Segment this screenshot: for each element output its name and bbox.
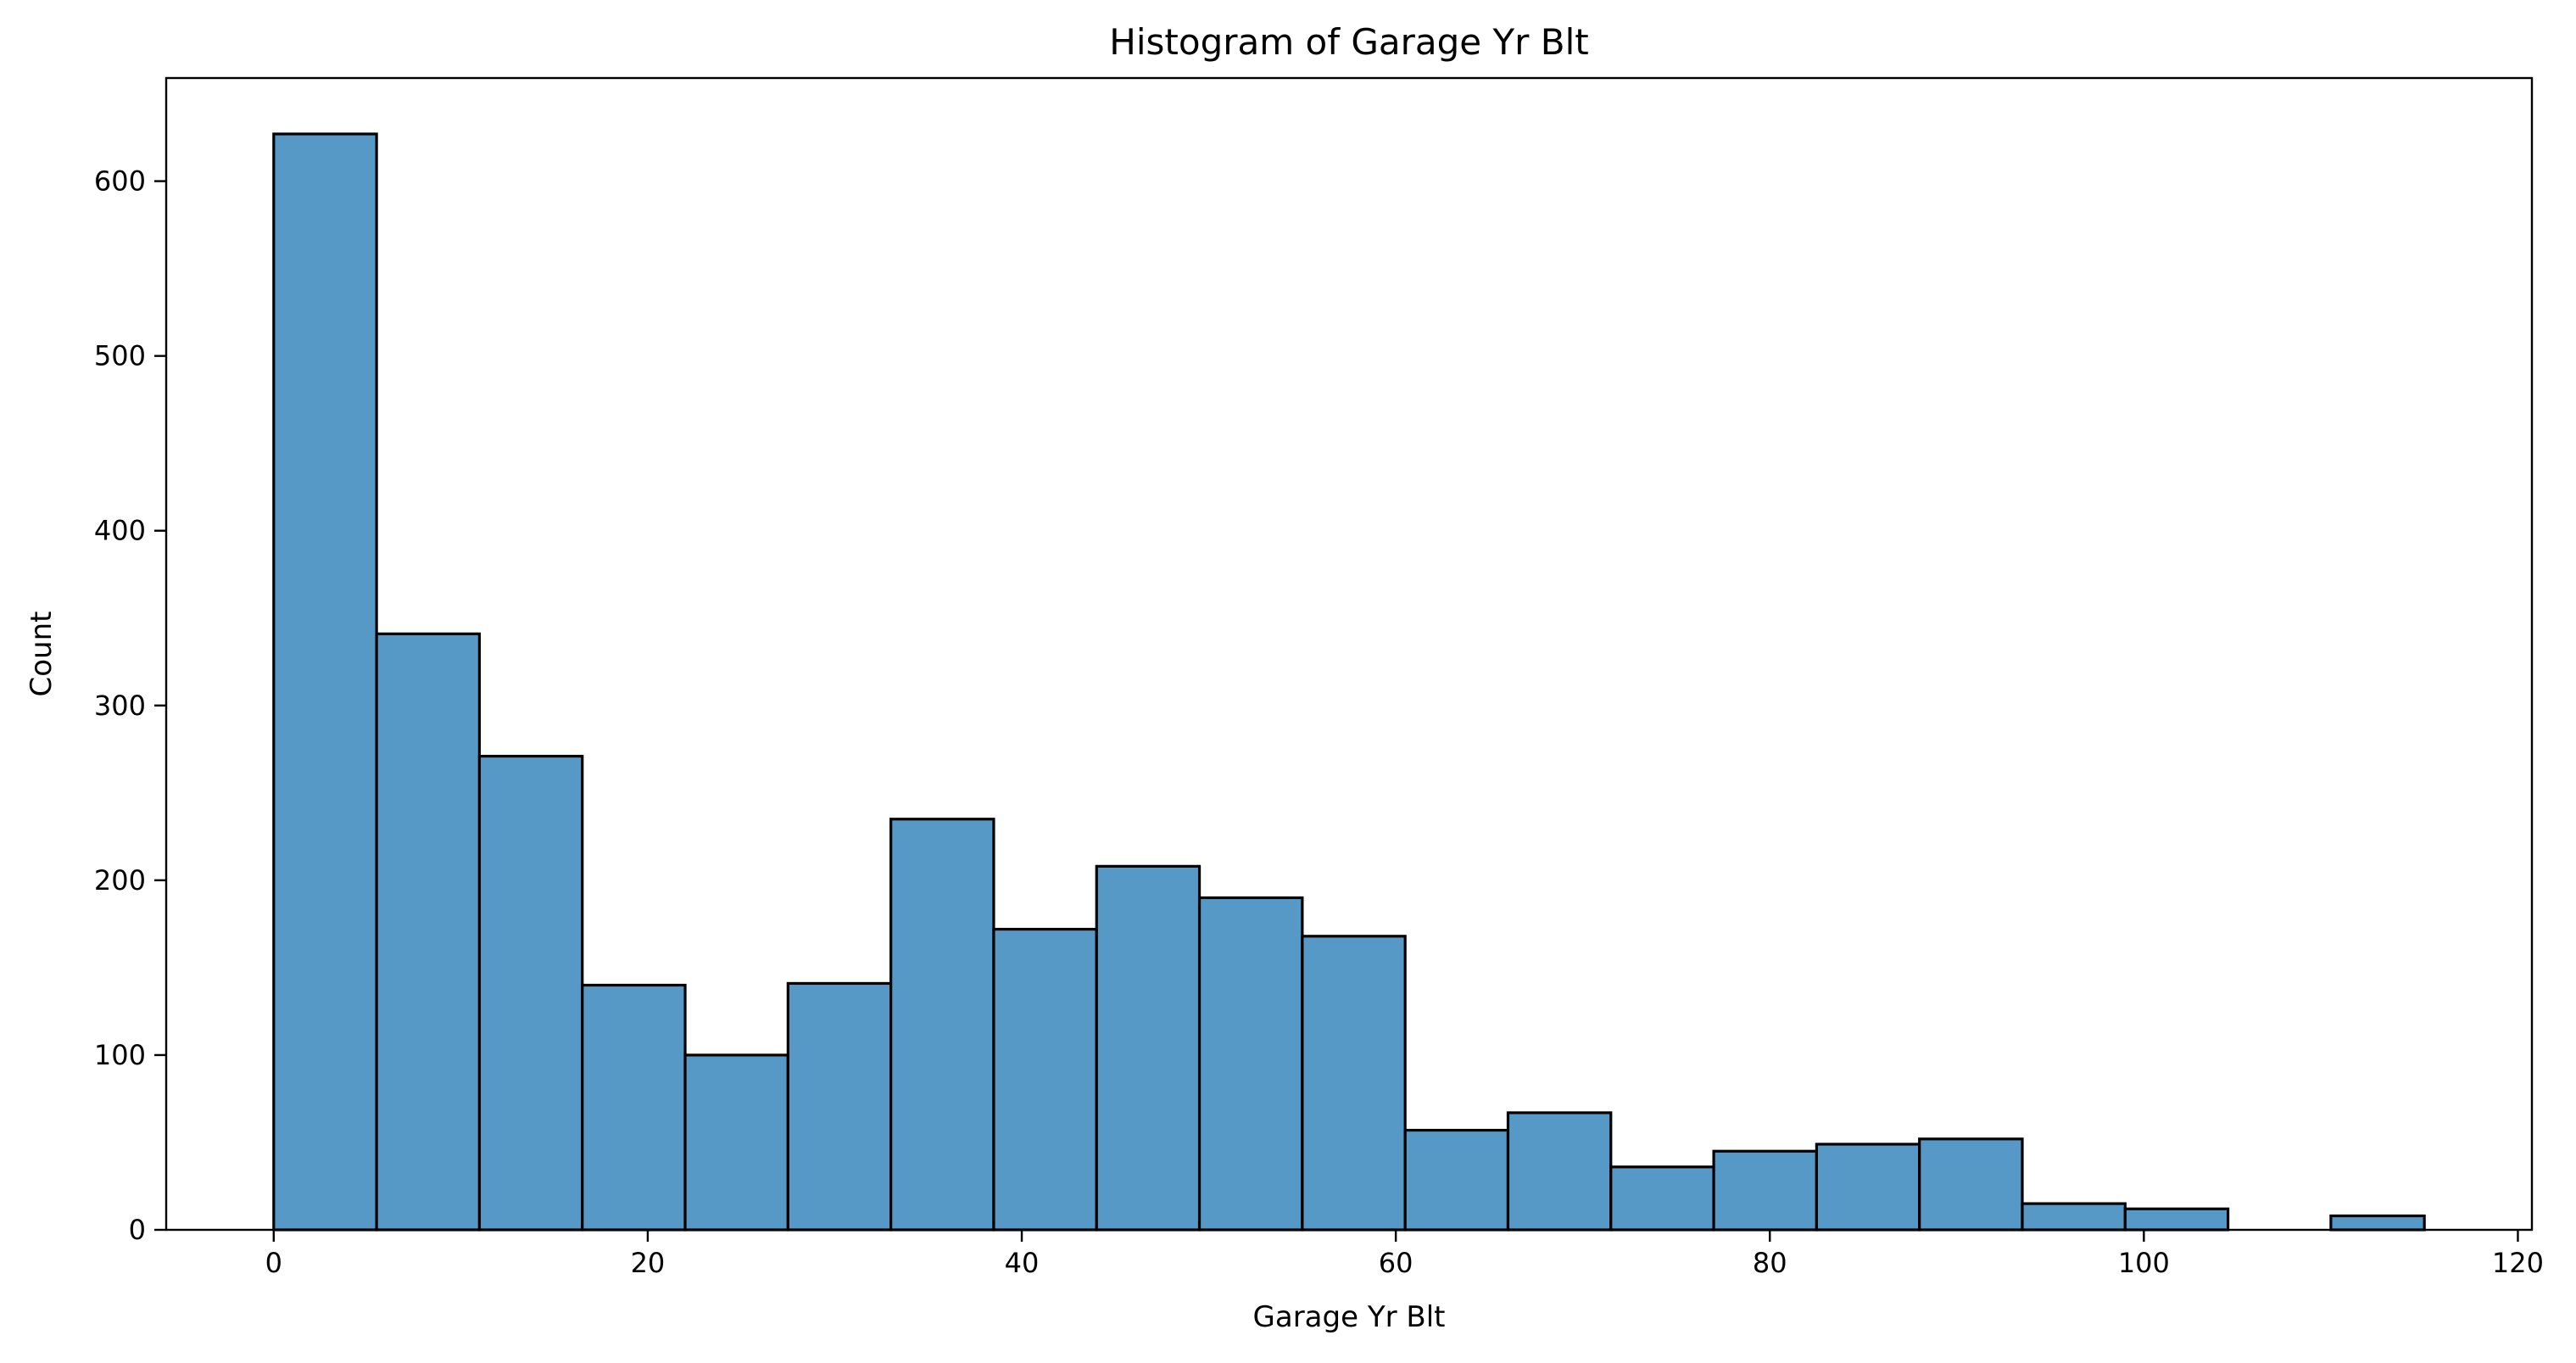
x-tick-label: 60: [1379, 1247, 1413, 1279]
histogram-bar: [1095, 864, 1202, 1232]
y-tick-label: 500: [94, 340, 146, 372]
y-tick-label: 0: [129, 1214, 146, 1246]
x-tick-label: 100: [2118, 1247, 2170, 1279]
y-tick-label: 600: [94, 165, 146, 198]
histogram-bar: [1609, 1165, 1715, 1232]
x-axis-ticks: 0 20 40 60 80 100 120: [265, 1230, 2544, 1279]
histogram-bar: [375, 632, 482, 1232]
histogram-bar: [2123, 1207, 2230, 1232]
histogram-bar: [272, 132, 378, 1232]
x-tick-label: 120: [2492, 1247, 2544, 1279]
histogram-bar: [1918, 1137, 2024, 1232]
histogram-bar: [581, 983, 687, 1232]
histogram-bar: [992, 927, 1098, 1232]
histogram-bar: [786, 981, 893, 1232]
histogram-bar: [477, 754, 584, 1232]
histogram-bar: [683, 1053, 789, 1232]
y-tick-label: 300: [94, 690, 146, 722]
x-axis-label: Garage Yr Blt: [1253, 1300, 1446, 1334]
plot-frame: [164, 76, 2534, 1232]
y-tick-label: 200: [94, 864, 146, 897]
histogram-bar: [1197, 896, 1304, 1232]
histogram-bar: [889, 818, 995, 1232]
histogram-bar: [1712, 1149, 1818, 1232]
x-tick-label: 80: [1753, 1247, 1787, 1279]
y-tick-label: 400: [94, 515, 146, 547]
x-tick-label: 20: [631, 1247, 666, 1279]
histogram-bar: [2021, 1202, 2127, 1232]
histogram-bar: [1506, 1111, 1613, 1232]
y-axis-ticks: 0 100 200 300 400 500 600: [94, 165, 166, 1246]
y-tick-label: 100: [94, 1039, 146, 1071]
y-axis-label: Count: [25, 612, 59, 697]
histogram-bar: [1815, 1142, 1921, 1232]
x-tick-label: 0: [265, 1247, 282, 1279]
chart-title: Histogram of Garage Yr Blt: [1109, 21, 1588, 63]
histogram-bar: [1301, 935, 1407, 1232]
histogram-bar: [2329, 1214, 2426, 1232]
x-tick-label: 40: [1005, 1247, 1040, 1279]
bars-group: [272, 132, 2426, 1232]
histogram-bar: [1403, 1128, 1510, 1232]
